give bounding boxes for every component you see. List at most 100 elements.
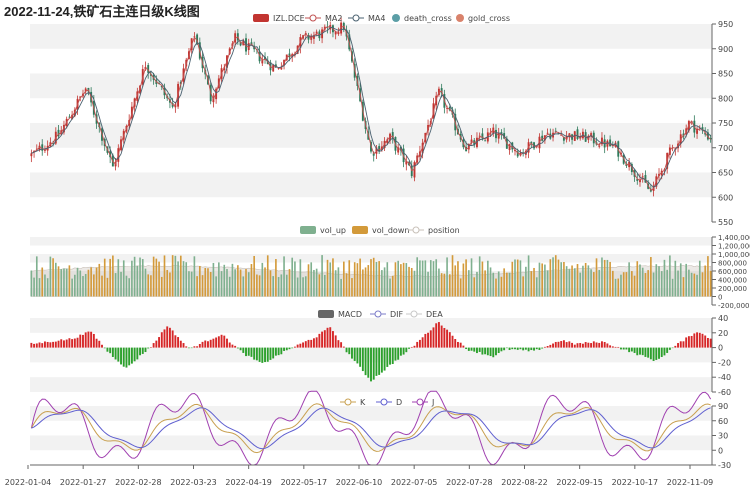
legend-position-marker	[412, 226, 420, 234]
volume-bar	[622, 272, 625, 297]
candle-body	[261, 59, 264, 64]
macd-bar	[261, 347, 264, 363]
macd-bar	[128, 347, 131, 366]
volume-bar	[144, 268, 147, 297]
macd-bar	[182, 343, 185, 348]
volume-bar	[644, 273, 647, 297]
macd-bar	[356, 347, 359, 364]
macd-bar	[408, 347, 410, 349]
volume-bar	[573, 268, 576, 297]
candle-body	[84, 88, 87, 92]
x-axis-tick-label: 2022-07-28	[446, 478, 493, 487]
macd-bar	[402, 347, 405, 355]
volume-bar	[49, 256, 52, 297]
x-axis-tick-label: 2022-09-15	[556, 478, 603, 487]
volume-bar	[337, 267, 340, 297]
ma4-line	[31, 26, 711, 188]
macd-bar	[527, 347, 530, 352]
macd-bar	[603, 341, 606, 348]
macd-bar	[617, 346, 620, 348]
d-line	[31, 407, 711, 450]
macd-bar	[690, 335, 693, 348]
macd-bar	[633, 347, 636, 353]
macd-y-tick-label: 40	[718, 314, 728, 323]
volume-bar	[421, 260, 424, 297]
volume-bar	[120, 271, 122, 297]
x-axis-tick-label: 2022-07-05	[391, 478, 438, 487]
macd-bar	[207, 341, 209, 348]
macd-bar	[530, 347, 533, 351]
macd-bar	[361, 347, 364, 372]
macd-bar	[508, 347, 511, 350]
candle-body	[639, 179, 641, 183]
macd-bar	[652, 347, 655, 361]
macd-bar	[234, 345, 237, 348]
volume-bar	[557, 259, 560, 297]
volume-bar	[552, 257, 554, 297]
volume-bar	[405, 263, 408, 297]
legend-d-marker	[380, 398, 388, 406]
volume-bar	[280, 274, 283, 297]
macd-bar	[459, 342, 462, 348]
legend-j-marker	[416, 398, 424, 406]
volume-bar	[416, 257, 419, 297]
macd-bar	[535, 347, 538, 350]
volume-bar	[256, 274, 258, 297]
volume-bar	[563, 261, 565, 297]
volume-bar	[690, 272, 693, 297]
x-axis-tick-label: 2022-10-17	[612, 478, 659, 487]
volume-bar	[326, 259, 329, 297]
kdj-y-tick-label: 60	[718, 417, 728, 426]
macd-bar	[223, 335, 226, 348]
macd-bar	[584, 342, 587, 348]
macd-bar	[280, 347, 283, 355]
x-axis-tick-label: 2022-05-17	[281, 478, 328, 487]
macd-bar	[636, 347, 639, 356]
volume-bar	[152, 256, 155, 297]
candle-body	[307, 35, 310, 40]
legend-position-label: position	[428, 226, 460, 235]
macd-bar	[160, 332, 163, 348]
chart-title: 2022-11-24,铁矿石主连日级K线图	[4, 4, 200, 19]
macd-bar	[541, 347, 544, 349]
volume-bar	[245, 269, 247, 297]
macd-bar	[323, 330, 326, 348]
volume-bar	[495, 278, 497, 297]
volume-bar	[584, 262, 587, 297]
macd-bar	[288, 347, 291, 350]
volume-bar	[345, 273, 348, 297]
volume-bar	[465, 259, 467, 297]
x-axis-tick-label: 2022-01-04	[5, 478, 52, 487]
volume-bar	[315, 268, 318, 297]
j-line	[30, 390, 712, 466]
macd-bar	[367, 347, 370, 378]
candle-body	[533, 142, 535, 149]
volume-bar	[451, 255, 454, 297]
volume-y-tick-label: 800,000	[718, 260, 747, 268]
volume-bar	[188, 271, 190, 297]
volume-bar	[253, 255, 255, 297]
candle-body	[470, 139, 473, 143]
legend-macd-label: MACD	[338, 310, 362, 319]
macd-bar	[82, 334, 84, 348]
candle-body	[644, 175, 647, 183]
volume-y-tick-label: -200,000	[718, 302, 749, 310]
macd-bar	[312, 338, 315, 348]
volume-bar	[74, 274, 76, 297]
volume-bar	[139, 257, 141, 297]
legend-ma2-label: MA2	[325, 14, 342, 23]
volume-bar	[207, 268, 209, 297]
candle-body	[312, 35, 315, 39]
volume-bar	[438, 268, 440, 297]
macd-bar	[133, 347, 136, 362]
candle-body	[598, 145, 601, 147]
macd-bar	[364, 347, 367, 376]
candle-body	[35, 148, 38, 150]
macd-y-tick-label: -60	[718, 388, 731, 397]
volume-bar	[538, 262, 541, 297]
volume-bar	[674, 260, 677, 297]
macd-bar	[304, 341, 307, 348]
macd-bar	[193, 346, 196, 348]
volume-bar	[185, 262, 188, 297]
macd-bar	[587, 342, 590, 348]
